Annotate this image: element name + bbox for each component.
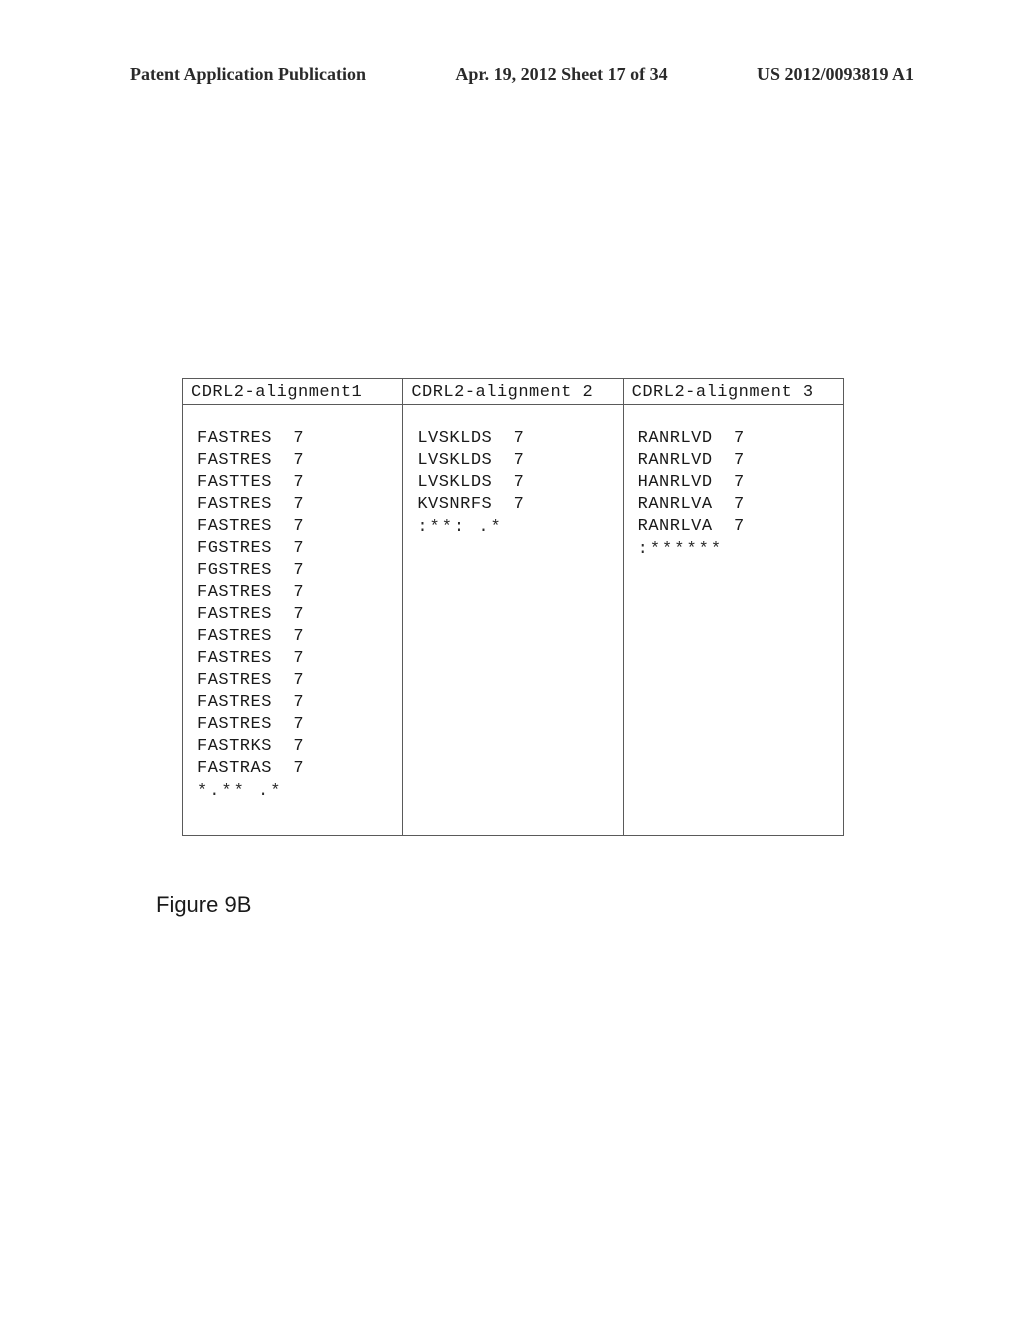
sequence-row: FASTRES 7 <box>197 451 394 470</box>
consensus-line: *.** .* <box>197 782 394 801</box>
sequence-text: KVSNRFS <box>417 495 513 514</box>
sequence-text: LVSKLDS <box>417 451 513 470</box>
sequence-list-3: RANRLVD 7RANRLVD 7HANRLVD 7RANRLVA 7RANR… <box>638 429 835 559</box>
sequence-row: FASTRES 7 <box>197 605 394 624</box>
sequence-text: FASTRES <box>197 451 293 470</box>
sequence-row: FGSTRES 7 <box>197 561 394 580</box>
sequence-length: 7 <box>514 429 525 448</box>
sequence-row: RANRLVA 7 <box>638 495 835 514</box>
sequence-length: 7 <box>293 605 304 624</box>
sequence-row: KVSNRFS 7 <box>417 495 614 514</box>
sequence-length: 7 <box>514 495 525 514</box>
sequence-list-2: LVSKLDS 7LVSKLDS 7LVSKLDS 7KVSNRFS 7:**:… <box>417 429 614 537</box>
consensus-line: :****** <box>638 540 835 559</box>
sequence-length: 7 <box>293 473 304 492</box>
sequence-length: 7 <box>734 517 745 536</box>
sequence-length: 7 <box>293 715 304 734</box>
sequence-length: 7 <box>293 539 304 558</box>
sequence-length: 7 <box>293 495 304 514</box>
sequence-length: 7 <box>514 451 525 470</box>
sequence-text: FGSTRES <box>197 561 293 580</box>
consensus-line: :**: .* <box>417 518 614 537</box>
sequence-list-1: FASTRES 7FASTRES 7FASTTES 7FASTRES 7FAST… <box>197 429 394 801</box>
sequence-length: 7 <box>293 693 304 712</box>
sequence-text: FGSTRES <box>197 539 293 558</box>
sequence-row: FASTRES 7 <box>197 693 394 712</box>
sequence-row: FASTRES 7 <box>197 583 394 602</box>
sequence-row: LVSKLDS 7 <box>417 429 614 448</box>
sequence-text: HANRLVD <box>638 473 734 492</box>
sequence-row: HANRLVD 7 <box>638 473 835 492</box>
sequence-length: 7 <box>293 737 304 756</box>
sequence-length: 7 <box>293 627 304 646</box>
sequence-row: FASTRES 7 <box>197 517 394 536</box>
figure-caption: Figure 9B <box>156 892 844 918</box>
sequence-text: FASTRES <box>197 627 293 646</box>
sequence-text: FASTRKS <box>197 737 293 756</box>
sequence-length: 7 <box>293 429 304 448</box>
sequence-text: RANRLVD <box>638 451 734 470</box>
sequence-row: FASTTES 7 <box>197 473 394 492</box>
sequence-row: FASTRES 7 <box>197 495 394 514</box>
sequence-row: FASTRES 7 <box>197 429 394 448</box>
sequence-length: 7 <box>293 561 304 580</box>
sequence-row: FASTRES 7 <box>197 715 394 734</box>
sequence-text: FASTTES <box>197 473 293 492</box>
sequence-length: 7 <box>514 473 525 492</box>
sequence-text: LVSKLDS <box>417 473 513 492</box>
sequence-length: 7 <box>293 759 304 778</box>
sequence-row: FASTRES 7 <box>197 649 394 668</box>
sequence-row: LVSKLDS 7 <box>417 451 614 470</box>
sequence-length: 7 <box>293 583 304 602</box>
sequence-text: FASTRES <box>197 693 293 712</box>
sequence-length: 7 <box>734 451 745 470</box>
alignment-cell-2: LVSKLDS 7LVSKLDS 7LVSKLDS 7KVSNRFS 7:**:… <box>403 405 623 836</box>
alignment-table: CDRL2-alignment1 CDRL2-alignment 2 CDRL2… <box>182 378 844 836</box>
alignment-cell-3: RANRLVD 7RANRLVD 7HANRLVD 7RANRLVA 7RANR… <box>623 405 843 836</box>
sequence-row: FASTRAS 7 <box>197 759 394 778</box>
alignment-cell-1: FASTRES 7FASTRES 7FASTTES 7FASTRES 7FAST… <box>183 405 403 836</box>
sequence-row: LVSKLDS 7 <box>417 473 614 492</box>
sequence-row: FASTRES 7 <box>197 671 394 690</box>
sequence-row: FASTRKS 7 <box>197 737 394 756</box>
col-header-2: CDRL2-alignment 2 <box>403 379 623 405</box>
sequence-length: 7 <box>293 451 304 470</box>
table-data-row: FASTRES 7FASTRES 7FASTTES 7FASTRES 7FAST… <box>183 405 844 836</box>
sequence-row: RANRLVD 7 <box>638 451 835 470</box>
sequence-text: FASTRES <box>197 517 293 536</box>
sequence-length: 7 <box>293 649 304 668</box>
sequence-length: 7 <box>734 495 745 514</box>
table-header-row: CDRL2-alignment1 CDRL2-alignment 2 CDRL2… <box>183 379 844 405</box>
header-right: US 2012/0093819 A1 <box>757 64 914 85</box>
col-header-3: CDRL2-alignment 3 <box>623 379 843 405</box>
header-left: Patent Application Publication <box>130 64 366 85</box>
patent-header: Patent Application Publication Apr. 19, … <box>0 64 1024 85</box>
sequence-row: FASTRES 7 <box>197 627 394 646</box>
sequence-text: RANRLVD <box>638 429 734 448</box>
sequence-row: RANRLVD 7 <box>638 429 835 448</box>
sequence-length: 7 <box>734 473 745 492</box>
sequence-text: FASTRES <box>197 583 293 602</box>
figure-9b-wrap: CDRL2-alignment1 CDRL2-alignment 2 CDRL2… <box>182 378 844 918</box>
sequence-text: FASTRES <box>197 495 293 514</box>
sequence-text: FASTRES <box>197 715 293 734</box>
sequence-row: RANRLVA 7 <box>638 517 835 536</box>
sequence-length: 7 <box>293 517 304 536</box>
sequence-text: FASTRES <box>197 605 293 624</box>
sequence-text: LVSKLDS <box>417 429 513 448</box>
sequence-text: RANRLVA <box>638 517 734 536</box>
sequence-text: FASTRAS <box>197 759 293 778</box>
sequence-text: FASTRES <box>197 429 293 448</box>
sequence-text: FASTRES <box>197 671 293 690</box>
header-center: Apr. 19, 2012 Sheet 17 of 34 <box>455 64 667 85</box>
sequence-text: FASTRES <box>197 649 293 668</box>
col-header-1: CDRL2-alignment1 <box>183 379 403 405</box>
sequence-row: FGSTRES 7 <box>197 539 394 558</box>
sequence-text: RANRLVA <box>638 495 734 514</box>
sequence-length: 7 <box>734 429 745 448</box>
sequence-length: 7 <box>293 671 304 690</box>
